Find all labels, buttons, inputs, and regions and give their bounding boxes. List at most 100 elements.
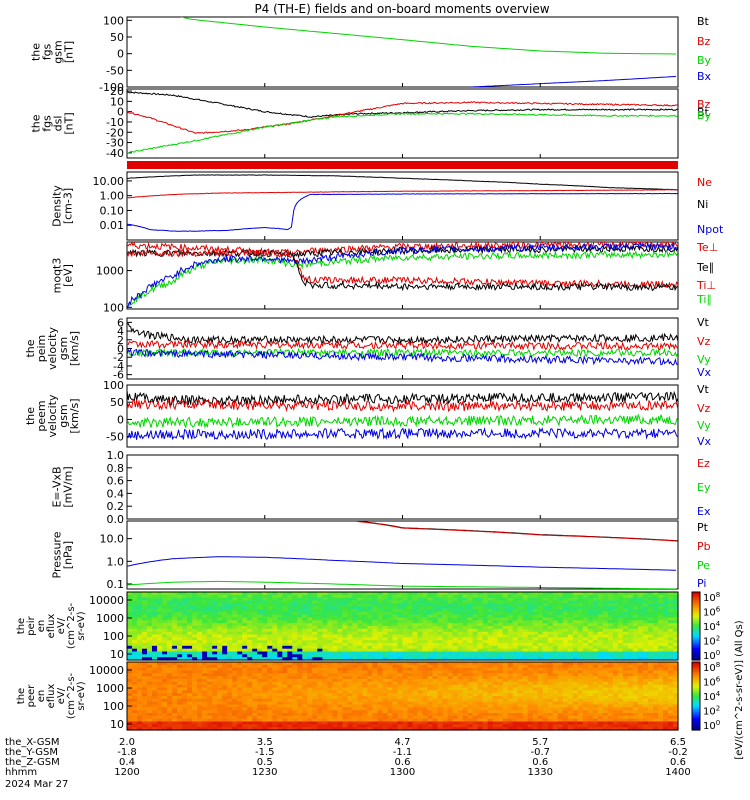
heat-cell: [347, 687, 353, 691]
heat-cell: [668, 620, 674, 624]
heat-cell: [663, 634, 669, 638]
heat-cell: [242, 670, 248, 674]
heat-cell: [332, 643, 338, 647]
heat-cell: [172, 654, 178, 658]
heat-cell: [167, 631, 173, 636]
heat-cell: [537, 676, 544, 680]
heat-cell: [277, 696, 283, 700]
heat-cell: [402, 687, 409, 691]
heat-cell: [462, 651, 469, 655]
heat-cell: [172, 681, 178, 686]
heat-cell: [437, 718, 444, 723]
heat-cell: [597, 657, 604, 661]
heat-cell: [352, 684, 358, 689]
heat-cell: [127, 684, 133, 689]
heat-cell: [507, 698, 514, 703]
heat-cell: [397, 597, 404, 602]
heat-cell: [362, 715, 368, 720]
heat-cell: [547, 640, 554, 644]
heat-cell: [427, 634, 434, 638]
heat-cell: [167, 597, 173, 602]
heat-cell: [432, 657, 439, 661]
heat-cell: [637, 592, 644, 596]
heat-cell: [167, 664, 173, 669]
heat-cell: [252, 713, 258, 717]
heat-cell: [437, 701, 444, 706]
heat-cell: [362, 727, 368, 731]
heat-cell: [347, 617, 353, 621]
heat-cell: [192, 597, 198, 602]
heat-cell: [482, 594, 489, 599]
heat-cell: [507, 696, 514, 700]
heat-cell: [312, 684, 318, 689]
heat-cell: [537, 597, 544, 602]
heat-cell: [442, 597, 449, 602]
heat-cell: [482, 648, 489, 653]
heat-cell: [247, 603, 253, 607]
heat-cell: [337, 640, 343, 644]
heat-cell: [477, 704, 484, 708]
heat-cell: [632, 597, 639, 602]
heat-cell: [392, 603, 399, 607]
heat-cell: [157, 651, 163, 655]
heat-cell: [673, 606, 679, 610]
heat-cell: [257, 710, 263, 714]
heat-cell: [197, 670, 203, 674]
ytick-label: 0.1: [107, 578, 125, 591]
heat-cell: [137, 704, 143, 708]
heat-cell: [347, 718, 353, 723]
heat-cell: [417, 690, 424, 694]
heat-cell: [332, 594, 338, 599]
heat-cell: [522, 707, 529, 711]
heat-cell: [367, 600, 373, 604]
heat-cell: [302, 643, 308, 647]
heat-cell: [562, 670, 569, 674]
heat-cell: [642, 628, 649, 633]
heat-cell: [142, 676, 148, 680]
heat-cell: [207, 690, 213, 694]
heat-cell: [402, 718, 409, 723]
heat-cell: [407, 600, 414, 604]
heat-cell: [332, 609, 338, 613]
heat-cell: [547, 609, 554, 613]
heat-cell: [658, 617, 664, 621]
heat-cell: [447, 684, 454, 689]
heat-cell: [517, 645, 524, 650]
heat-cell: [247, 693, 253, 697]
heat-cell: [537, 620, 544, 624]
heat-cell: [217, 701, 223, 706]
heat-cell: [262, 662, 268, 666]
heat-cell: [127, 631, 133, 636]
heat-cell: [177, 648, 183, 653]
heat-cell: [362, 673, 368, 677]
heat-cell: [422, 597, 429, 602]
heat-cell: [427, 614, 434, 619]
heat-cell: [357, 664, 363, 669]
heat-cell: [347, 657, 353, 661]
heat-cell: [237, 713, 243, 717]
heat-cell: [537, 664, 544, 669]
heat-cell: [532, 634, 539, 638]
heat-cell: [367, 654, 373, 658]
heat-cell: [172, 640, 178, 644]
heat-cell: [317, 645, 323, 650]
heat-cell: [432, 611, 439, 616]
heat-cell: [337, 718, 343, 723]
heat-cell: [432, 620, 439, 624]
ylabel-line: velocity: [46, 327, 59, 370]
heat-cell: [207, 662, 213, 666]
heat-cell: [387, 609, 394, 613]
heat-cell: [402, 648, 409, 653]
heat-cell: [522, 679, 529, 683]
heat-cell: [507, 715, 514, 720]
heat-cell: [212, 718, 218, 723]
heat-cell: [663, 643, 669, 647]
heat-cell: [267, 721, 273, 725]
heat-cell: [532, 620, 539, 624]
heat-cell: [622, 657, 629, 661]
heat-cell: [242, 673, 248, 677]
heat-cell: [182, 707, 188, 711]
heat-cell: [297, 631, 303, 636]
heat-cell: [482, 664, 489, 669]
heat-cell: [297, 664, 303, 669]
